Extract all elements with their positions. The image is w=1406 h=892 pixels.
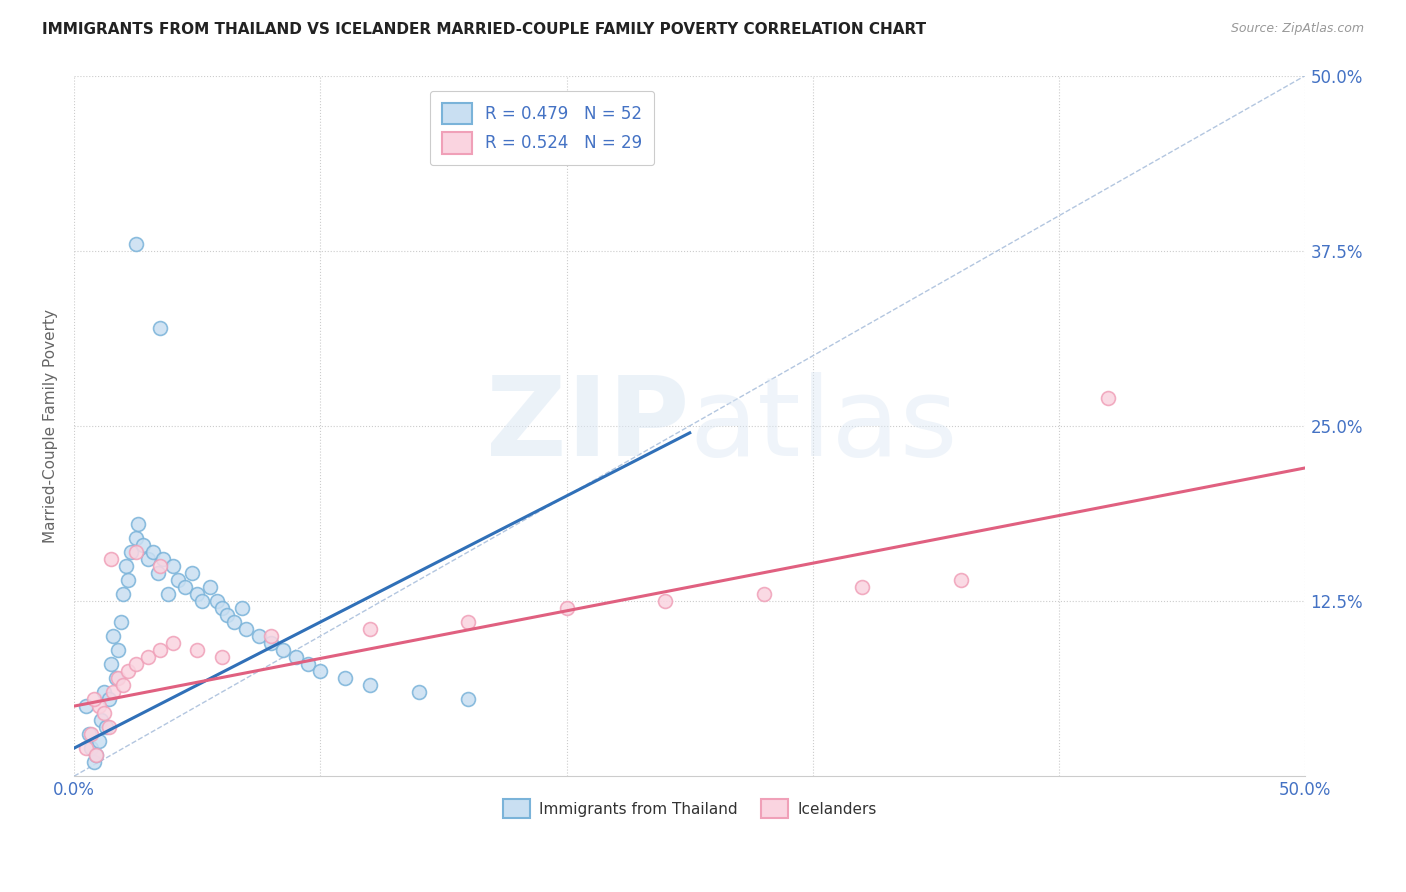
Point bbox=[127, 516, 149, 531]
Point bbox=[112, 678, 135, 692]
Point bbox=[284, 650, 307, 665]
Point bbox=[198, 580, 221, 594]
Point bbox=[949, 573, 972, 587]
Text: Source: ZipAtlas.com: Source: ZipAtlas.com bbox=[1230, 22, 1364, 36]
Point bbox=[162, 559, 184, 574]
Point bbox=[211, 650, 233, 665]
Point bbox=[110, 615, 132, 629]
Point bbox=[191, 594, 214, 608]
Point bbox=[149, 643, 172, 657]
Point bbox=[142, 545, 165, 559]
Point bbox=[211, 601, 233, 615]
Text: ZIP: ZIP bbox=[486, 372, 690, 479]
Point bbox=[87, 699, 110, 714]
Text: atlas: atlas bbox=[690, 372, 959, 479]
Point bbox=[124, 657, 146, 671]
Point bbox=[90, 713, 112, 727]
Point bbox=[117, 573, 139, 587]
Point bbox=[156, 587, 179, 601]
Point bbox=[149, 559, 172, 574]
Point bbox=[752, 587, 775, 601]
Point bbox=[136, 650, 159, 665]
Point bbox=[851, 580, 873, 594]
Point bbox=[260, 629, 283, 643]
Point bbox=[103, 629, 125, 643]
Point bbox=[87, 734, 110, 748]
Point bbox=[408, 685, 430, 699]
Point bbox=[166, 573, 188, 587]
Point bbox=[186, 643, 208, 657]
Point bbox=[297, 657, 319, 671]
Point bbox=[149, 320, 172, 334]
Point bbox=[100, 552, 122, 566]
Point bbox=[359, 678, 381, 692]
Point bbox=[97, 720, 120, 734]
Point bbox=[247, 629, 270, 643]
Point bbox=[231, 601, 253, 615]
Point bbox=[94, 720, 117, 734]
Y-axis label: Married-Couple Family Poverty: Married-Couple Family Poverty bbox=[44, 309, 58, 543]
Point bbox=[162, 636, 184, 650]
Point bbox=[75, 699, 97, 714]
Point bbox=[215, 607, 238, 622]
Point bbox=[83, 692, 105, 706]
Point bbox=[112, 587, 135, 601]
Point bbox=[120, 545, 142, 559]
Point bbox=[146, 566, 169, 580]
Point bbox=[309, 664, 332, 678]
Point bbox=[124, 236, 146, 251]
Point bbox=[124, 531, 146, 545]
Point bbox=[359, 622, 381, 636]
Point bbox=[93, 706, 115, 720]
Point bbox=[80, 727, 103, 741]
Point bbox=[84, 748, 107, 763]
Point bbox=[205, 594, 228, 608]
Point bbox=[224, 615, 246, 629]
Point bbox=[333, 671, 356, 685]
Point bbox=[93, 685, 115, 699]
Text: IMMIGRANTS FROM THAILAND VS ICELANDER MARRIED-COUPLE FAMILY POVERTY CORRELATION : IMMIGRANTS FROM THAILAND VS ICELANDER MA… bbox=[42, 22, 927, 37]
Point bbox=[654, 594, 676, 608]
Point bbox=[1097, 391, 1119, 405]
Legend: Immigrants from Thailand, Icelanders: Immigrants from Thailand, Icelanders bbox=[496, 793, 883, 824]
Point bbox=[84, 748, 107, 763]
Point bbox=[152, 552, 174, 566]
Point bbox=[555, 601, 578, 615]
Point bbox=[181, 566, 204, 580]
Point bbox=[117, 664, 139, 678]
Point bbox=[77, 727, 100, 741]
Point bbox=[235, 622, 257, 636]
Point bbox=[124, 545, 146, 559]
Point bbox=[114, 559, 136, 574]
Point bbox=[83, 755, 105, 769]
Point bbox=[132, 538, 155, 552]
Point bbox=[104, 671, 127, 685]
Point bbox=[174, 580, 197, 594]
Point bbox=[457, 615, 479, 629]
Point bbox=[136, 552, 159, 566]
Point bbox=[260, 636, 283, 650]
Point bbox=[103, 685, 125, 699]
Point bbox=[100, 657, 122, 671]
Point bbox=[80, 741, 103, 756]
Point bbox=[273, 643, 295, 657]
Point bbox=[97, 692, 120, 706]
Point bbox=[75, 741, 97, 756]
Point bbox=[457, 692, 479, 706]
Point bbox=[107, 643, 129, 657]
Point bbox=[107, 671, 129, 685]
Point bbox=[186, 587, 208, 601]
